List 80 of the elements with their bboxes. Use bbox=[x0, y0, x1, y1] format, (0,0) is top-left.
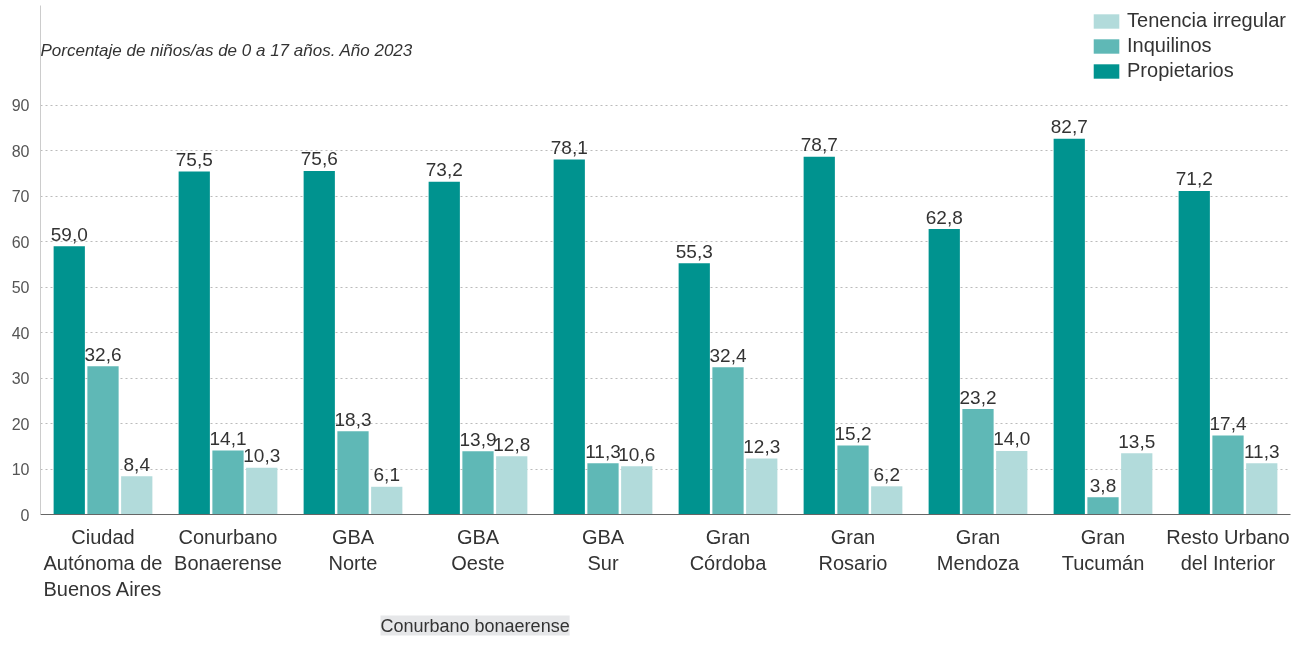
x-tick-label: Gran Rosario bbox=[818, 525, 888, 574]
text: Conurbano bonaerense bbox=[380, 615, 570, 636]
bar bbox=[1178, 190, 1210, 515]
data-label: 32,6 bbox=[84, 343, 122, 365]
y-tick-label: 80 bbox=[11, 142, 30, 160]
bar bbox=[303, 170, 335, 515]
bar bbox=[462, 451, 494, 515]
data-label: 15,2 bbox=[834, 422, 872, 444]
data-label: 59,0 bbox=[50, 223, 88, 245]
bar bbox=[496, 456, 528, 515]
bar bbox=[962, 409, 994, 515]
legend-label: Propietarios bbox=[1127, 59, 1234, 82]
x-tick-label: Ciudad Autónoma de Buenos Aires bbox=[43, 525, 163, 601]
data-label: 23,2 bbox=[959, 386, 997, 408]
bar bbox=[87, 366, 119, 515]
data-label: 11,3 bbox=[585, 440, 621, 462]
text: Porcentaje de niños/as de 0 a 17 años. Año 2023 bbox=[40, 41, 413, 61]
data-label: 18,3 bbox=[334, 408, 372, 430]
bar bbox=[1053, 138, 1085, 515]
x-tick-label: Gran Córdoba bbox=[689, 525, 768, 574]
bar bbox=[371, 486, 403, 515]
y-tick-label: 60 bbox=[11, 233, 30, 251]
bar bbox=[1087, 497, 1119, 515]
bar bbox=[212, 450, 244, 515]
bar bbox=[1121, 453, 1153, 515]
bar bbox=[553, 159, 585, 515]
y-tick-label: 50 bbox=[11, 279, 30, 297]
bar bbox=[871, 486, 903, 515]
x-tick-label: GBA Oeste bbox=[451, 525, 505, 574]
data-label: 75,6 bbox=[300, 148, 338, 170]
bar bbox=[678, 263, 710, 515]
data-label: 8,4 bbox=[123, 453, 151, 475]
y-tick-label: 90 bbox=[11, 97, 30, 115]
data-label: 3,8 bbox=[1089, 474, 1117, 496]
x-tick-label: GBA Norte bbox=[328, 525, 378, 574]
bar bbox=[246, 467, 278, 515]
bar bbox=[53, 246, 85, 515]
y-tick-label: 70 bbox=[11, 188, 30, 206]
bar bbox=[621, 466, 653, 515]
data-label: 55,3 bbox=[675, 240, 713, 262]
data-label: 6,1 bbox=[373, 464, 400, 486]
bar bbox=[337, 431, 369, 515]
x-tick-label: GBA Sur bbox=[581, 525, 625, 574]
y-tick-label: 20 bbox=[11, 415, 30, 433]
y-tick-label: 0 bbox=[20, 506, 30, 524]
bar bbox=[996, 450, 1028, 515]
bar bbox=[803, 156, 835, 515]
x-tick-label: Gran Tucumán bbox=[1061, 525, 1145, 574]
bar bbox=[712, 367, 744, 515]
bar bbox=[121, 476, 153, 515]
data-label: 82,7 bbox=[1050, 116, 1088, 138]
y-tick-label: 30 bbox=[11, 370, 30, 388]
data-label: 78,1 bbox=[550, 137, 588, 159]
data-label: 14,0 bbox=[993, 428, 1031, 450]
x-tick-label: Resto Urbano del Interior bbox=[1166, 525, 1290, 574]
x-tick-label: Gran Mendoza bbox=[936, 525, 1021, 574]
bar bbox=[928, 229, 960, 515]
x-tick-label: Conurbano Bonaerense bbox=[174, 525, 282, 574]
legend-label: Inquilinos bbox=[1127, 34, 1212, 57]
bar bbox=[1212, 435, 1244, 515]
data-label: 62,8 bbox=[925, 206, 963, 228]
data-label: 75,5 bbox=[175, 148, 213, 170]
bar bbox=[837, 445, 869, 515]
bar bbox=[428, 181, 460, 515]
legend-label: Tenencia irregular bbox=[1127, 9, 1286, 32]
data-label: 78,7 bbox=[800, 134, 838, 156]
data-label: 32,4 bbox=[709, 344, 747, 366]
data-label: 13,5 bbox=[1118, 430, 1156, 452]
data-label: 6,2 bbox=[873, 463, 900, 485]
bar bbox=[587, 463, 619, 515]
data-label: 11,3 bbox=[1243, 440, 1280, 462]
data-label: 73,2 bbox=[425, 159, 463, 181]
data-label: 17,4 bbox=[1209, 412, 1247, 434]
y-tick-label: 10 bbox=[11, 461, 30, 479]
y-tick-label: 40 bbox=[11, 324, 30, 342]
data-label: 12,3 bbox=[743, 436, 781, 458]
bar bbox=[1246, 463, 1278, 515]
data-label: 71,2 bbox=[1175, 168, 1213, 190]
bar bbox=[746, 458, 778, 515]
bar bbox=[178, 171, 210, 515]
